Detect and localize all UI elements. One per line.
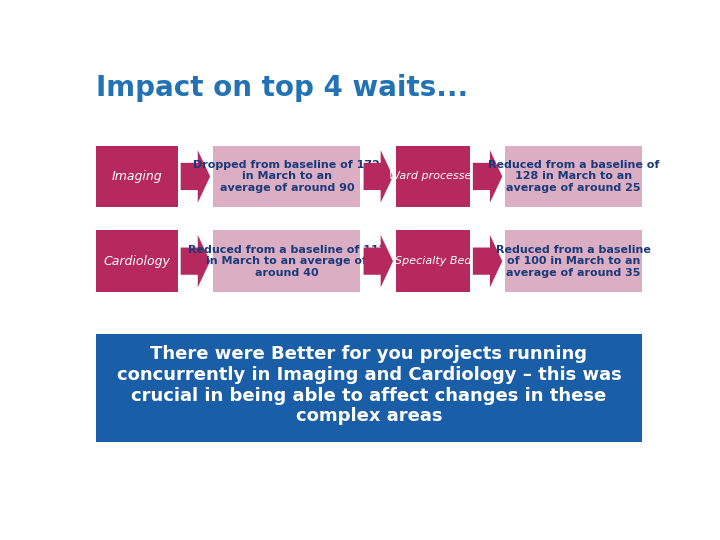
Text: Reduced from a baseline of 112
in March to an average of
around 40: Reduced from a baseline of 112 in March … <box>188 245 386 278</box>
Bar <box>96 146 178 207</box>
Bar <box>396 146 469 207</box>
Text: Reduced from a baseline of
128 in March to an
average of around 25: Reduced from a baseline of 128 in March … <box>488 160 660 193</box>
Text: Cardiology: Cardiology <box>104 255 171 268</box>
Polygon shape <box>364 235 393 287</box>
Polygon shape <box>181 235 210 287</box>
Text: There were Better for you projects running
concurrently in Imaging and Cardiolog: There were Better for you projects runni… <box>117 345 621 426</box>
Text: Dropped from baseline of 172
in March to an
average of around 90: Dropped from baseline of 172 in March to… <box>194 160 380 193</box>
Polygon shape <box>473 150 503 202</box>
Bar <box>505 146 642 207</box>
Text: Ward processes: Ward processes <box>389 172 477 181</box>
Bar <box>213 146 361 207</box>
Text: Impact on top 4 waits...: Impact on top 4 waits... <box>96 74 468 102</box>
Polygon shape <box>473 235 503 287</box>
Bar <box>96 334 642 442</box>
Polygon shape <box>364 150 393 202</box>
Bar <box>96 231 178 292</box>
Text: Imaging: Imaging <box>112 170 162 183</box>
Polygon shape <box>181 150 210 202</box>
Text: Reduced from a baseline
of 100 in March to an
average of around 35: Reduced from a baseline of 100 in March … <box>496 245 651 278</box>
Bar <box>396 231 469 292</box>
Bar <box>213 231 361 292</box>
Text: Specialty Bed: Specialty Bed <box>395 256 471 266</box>
Bar <box>505 231 642 292</box>
